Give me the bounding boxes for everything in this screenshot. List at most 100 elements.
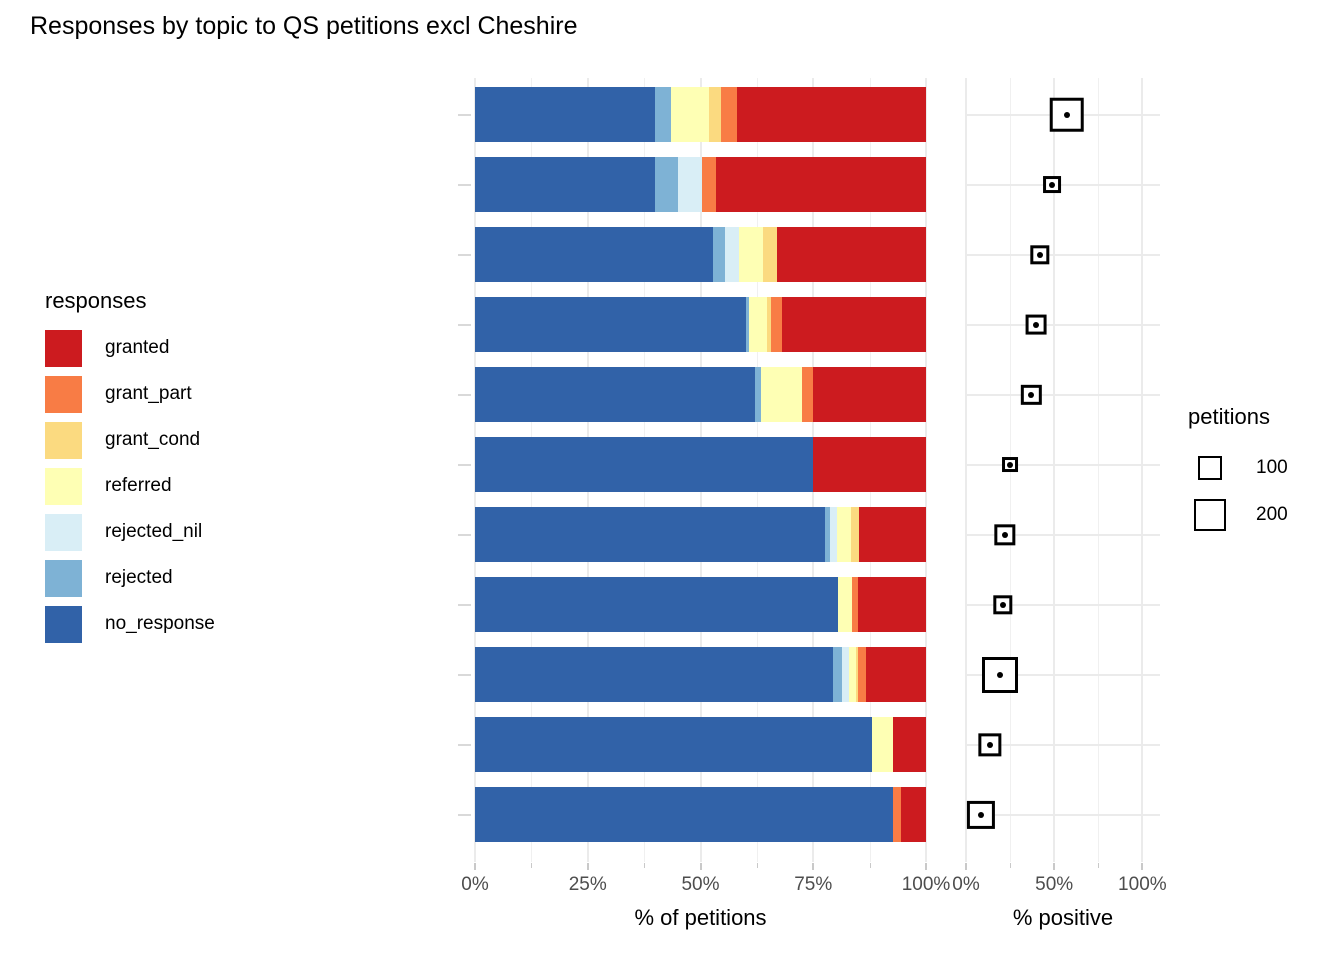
bar-segment-no-response[interactable] [475, 367, 756, 422]
stacked-bar[interactable] [475, 787, 926, 842]
bar-segment-no-response[interactable] [475, 717, 872, 772]
bar-segment-no-response[interactable] [475, 507, 825, 562]
stacked-bar-panel [474, 78, 927, 862]
bar-segment-granted[interactable] [716, 157, 926, 212]
petitions-legend-items: 100 200 [1188, 444, 1338, 538]
x-axis-tick-minor [756, 863, 758, 868]
responses-legend-item[interactable]: granted [45, 325, 295, 371]
stacked-bar[interactable] [475, 507, 926, 562]
y-axis-tick [458, 743, 471, 746]
stacked-bar[interactable] [475, 87, 926, 142]
gridline-minor [1098, 78, 1100, 862]
stacked-bar[interactable] [475, 577, 926, 632]
gridline-row [966, 323, 1160, 326]
bar-segment-rejected-nil[interactable] [830, 507, 838, 562]
bar-segment-granted[interactable] [901, 787, 926, 842]
stacked-bar[interactable] [475, 157, 926, 212]
bar-segment-granted[interactable] [858, 577, 926, 632]
bar-segment-referred[interactable] [749, 297, 768, 352]
bar-segment-rejected[interactable] [655, 157, 679, 212]
bar-segment-referred[interactable] [837, 507, 851, 562]
bar-segment-grant-part[interactable] [721, 87, 737, 142]
bar-segment-referred[interactable] [871, 717, 893, 772]
gridline-row [966, 813, 1160, 816]
bar-segment-granted[interactable] [858, 507, 926, 562]
bar-segment-rejected[interactable] [755, 367, 761, 422]
gridline-row [966, 463, 1160, 466]
responses-legend-item[interactable]: rejected_nil [45, 509, 295, 555]
petitions-legend-item[interactable]: 200 [1188, 491, 1338, 538]
responses-legend-item[interactable]: grant_part [45, 371, 295, 417]
legend-swatch-icon [45, 329, 82, 367]
responses-legend-item[interactable]: grant_cond [45, 417, 295, 463]
bar-segment-rejected[interactable] [833, 647, 842, 702]
bar-segment-rejected[interactable] [654, 87, 671, 142]
bar-segment-rejected[interactable] [824, 507, 831, 562]
bar-segment-no-response[interactable] [475, 577, 839, 632]
stacked-bar[interactable] [475, 437, 926, 492]
bar-segment-referred[interactable] [670, 87, 710, 142]
bar-segment-no-response[interactable] [475, 157, 656, 212]
bar-segment-referred[interactable] [838, 577, 853, 632]
petitions-legend-item[interactable]: 100 [1188, 444, 1338, 491]
bar-segment-referred[interactable] [848, 647, 856, 702]
bar-segment-granted[interactable] [813, 437, 926, 492]
scatter-point-dot [996, 671, 1003, 678]
bar-segment-rejected-nil[interactable] [841, 647, 849, 702]
bar-segment-no-response[interactable] [475, 227, 714, 282]
bar-segment-grant-part[interactable] [771, 297, 782, 352]
gridline-row [966, 743, 1160, 746]
stacked-bar[interactable] [475, 717, 926, 772]
stacked-bar[interactable] [475, 297, 926, 352]
y-axis-tick [458, 113, 471, 116]
responses-legend-item[interactable]: referred [45, 463, 295, 509]
bar-segment-granted[interactable] [812, 367, 926, 422]
bar-segment-grant-part[interactable] [852, 577, 859, 632]
petitions-legend: petitions 100 200 [1188, 404, 1338, 538]
bar-segment-grant-part[interactable] [702, 157, 717, 212]
x-axis-tick-label: 75% [794, 874, 833, 895]
y-axis-tick [458, 183, 471, 186]
bar-segment-no-response[interactable] [475, 87, 655, 142]
responses-legend-item[interactable]: no_response [45, 601, 295, 647]
bar-segment-no-response[interactable] [475, 787, 894, 842]
percent-positive-panel [965, 78, 1160, 862]
bar-segment-grant-cond[interactable] [763, 227, 778, 282]
responses-legend-item[interactable]: rejected [45, 555, 295, 601]
bar-segment-granted[interactable] [865, 647, 926, 702]
bar-segment-grant-cond[interactable] [855, 647, 859, 702]
bar-segment-grant-cond[interactable] [850, 507, 859, 562]
bar-segment-grant-part[interactable] [858, 647, 866, 702]
scatter-point-square[interactable] [966, 800, 996, 829]
bar-segment-rejected-nil[interactable] [678, 157, 703, 212]
stacked-bar[interactable] [475, 367, 926, 422]
bar-segment-granted[interactable] [777, 227, 926, 282]
bar-segment-grant-cond[interactable] [709, 87, 722, 142]
bar-segment-grant-part[interactable] [893, 787, 902, 842]
stacked-bar[interactable] [475, 647, 926, 702]
bar-segment-granted[interactable] [892, 717, 926, 772]
bar-segment-rejected-nil[interactable] [725, 227, 740, 282]
bar-segment-no-response[interactable] [475, 437, 814, 492]
bar-segment-grant-part[interactable] [801, 367, 813, 422]
x-axis-tick-label: 50% [681, 874, 720, 895]
legend-swatch-icon [45, 559, 82, 597]
bar-segment-rejected[interactable] [713, 227, 726, 282]
bar-segment-referred[interactable] [760, 367, 802, 422]
x-axis-title-petitions: % of petitions [634, 905, 767, 930]
bar-segment-referred[interactable] [739, 227, 764, 282]
stacked-bar[interactable] [475, 227, 926, 282]
bar-segment-no-response[interactable] [475, 297, 746, 352]
bar-segment-granted[interactable] [737, 87, 926, 142]
legend-swatch-icon [45, 605, 82, 643]
bar-segment-no-response[interactable] [475, 647, 834, 702]
scatter-point-dot [1007, 461, 1014, 468]
responses-legend-title: responses [45, 288, 147, 313]
petitions-size-square-icon [1188, 498, 1232, 531]
bar-segment-grant-cond[interactable] [767, 297, 772, 352]
x-axis-tick-minor [1010, 863, 1012, 868]
x-axis-tick-minor [869, 863, 871, 868]
gridline-row [966, 673, 1160, 676]
bar-segment-rejected[interactable] [745, 297, 750, 352]
bar-segment-granted[interactable] [781, 297, 926, 352]
